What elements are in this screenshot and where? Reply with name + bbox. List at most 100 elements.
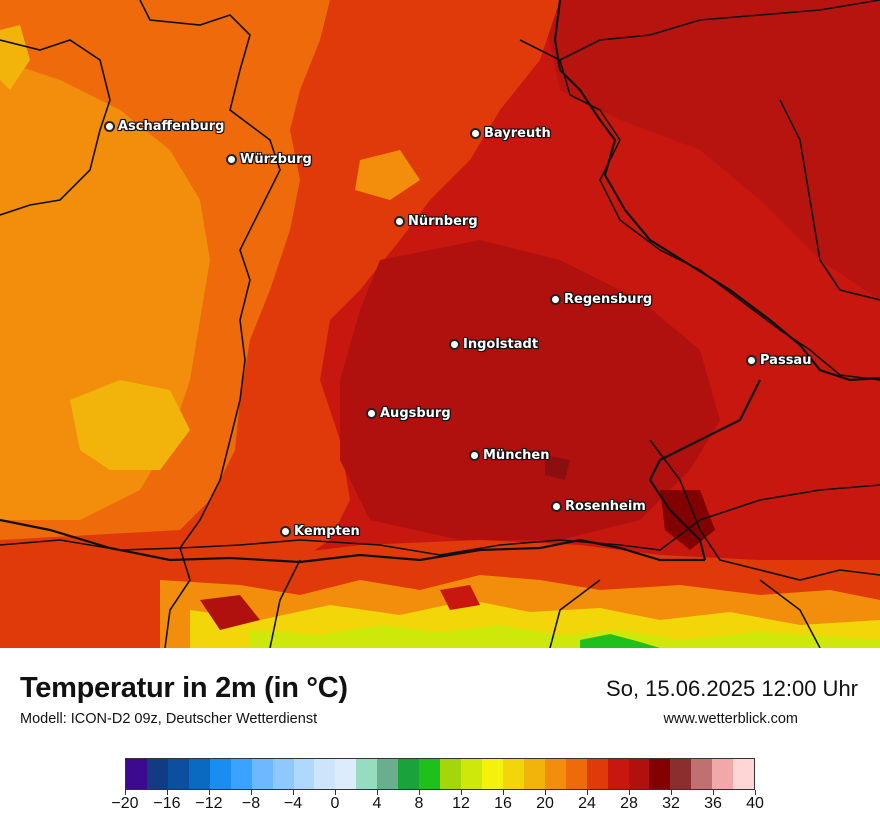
city-label: München bbox=[483, 448, 550, 463]
alps-valley-hot-b bbox=[440, 585, 480, 610]
colorbar-tick-label: −20 bbox=[111, 795, 139, 812]
colorbar-segment bbox=[691, 759, 713, 789]
city-dot-icon bbox=[226, 154, 237, 165]
colorbar-tick-label: 8 bbox=[414, 795, 424, 812]
state-border-lines bbox=[0, 0, 880, 648]
colorbar-tick-mark bbox=[376, 790, 378, 795]
colorbar-tick-mark bbox=[334, 790, 336, 795]
temp-zone-30 bbox=[340, 240, 720, 540]
colorbar-tick-label: −12 bbox=[195, 795, 223, 812]
colorbar-segment bbox=[712, 759, 734, 789]
colorbar-segment bbox=[670, 759, 692, 789]
colorbar-tick-label: −16 bbox=[153, 795, 181, 812]
colorbar-tick-label: 32 bbox=[662, 795, 680, 812]
city-dot-icon bbox=[104, 121, 115, 132]
country-border-lines bbox=[0, 0, 880, 564]
temp-zone-20-a bbox=[70, 380, 190, 470]
colorbar-segment bbox=[586, 759, 608, 789]
colorbar-segment bbox=[419, 759, 441, 789]
map-footer: Temperatur in 2m (in °C) Modell: ICON-D2… bbox=[0, 648, 880, 830]
colorbar-segment bbox=[565, 759, 587, 789]
colorbar-tick-mark bbox=[292, 790, 294, 795]
colorbar-tick-mark bbox=[712, 790, 714, 795]
colorbar-segment bbox=[544, 759, 566, 789]
city-dot-icon bbox=[469, 450, 480, 461]
city-label: Kempten bbox=[294, 524, 360, 539]
colorbar-segment bbox=[335, 759, 357, 789]
colorbar-segment bbox=[188, 759, 210, 789]
website-link[interactable]: www.wetterblick.com bbox=[663, 711, 798, 727]
alps-zone-10 bbox=[580, 634, 660, 648]
colorbar-tick-mark bbox=[418, 790, 420, 795]
colorbar-segment bbox=[293, 759, 315, 789]
colorbar-segment bbox=[230, 759, 252, 789]
colorbar-tick-mark bbox=[166, 790, 168, 795]
city-label: Passau bbox=[760, 353, 812, 368]
city-marker-augsburg: Augsburg bbox=[366, 406, 451, 421]
city-label: Bayreuth bbox=[484, 126, 551, 141]
temp-zone-32-b bbox=[545, 455, 570, 480]
colorbar-tick-label: −8 bbox=[241, 795, 261, 812]
forecast-datetime: So, 15.06.2025 12:00 Uhr bbox=[606, 676, 858, 701]
colorbar-tick-mark bbox=[754, 790, 756, 795]
city-marker-aschaffenburg: Aschaffenburg bbox=[104, 119, 224, 134]
city-dot-icon bbox=[280, 526, 291, 537]
colorbar-tick-mark bbox=[208, 790, 210, 795]
colorbar-segment bbox=[523, 759, 545, 789]
colorbar-segment bbox=[272, 759, 294, 789]
city-label: Aschaffenburg bbox=[118, 119, 225, 134]
colorbar-tick-label: 16 bbox=[494, 795, 512, 812]
city-marker-muenchen: München bbox=[469, 448, 549, 463]
colorbar-tick-mark bbox=[502, 790, 504, 795]
city-dot-icon bbox=[394, 216, 405, 227]
colorbar-tick-mark bbox=[460, 790, 462, 795]
temp-zone-32 bbox=[660, 490, 715, 550]
colorbar-tick-label: 40 bbox=[746, 795, 764, 812]
colorbar-tick-mark bbox=[124, 790, 126, 795]
city-dot-icon bbox=[366, 408, 377, 419]
city-marker-regensburg: Regensburg bbox=[550, 292, 652, 307]
city-marker-kempten: Kempten bbox=[280, 524, 360, 539]
colorbar-segment bbox=[251, 759, 273, 789]
colorbar-segment bbox=[167, 759, 189, 789]
temperature-colorbar bbox=[125, 758, 755, 790]
colorbar-tick-label: 0 bbox=[330, 795, 340, 812]
colorbar-segment bbox=[607, 759, 629, 789]
model-source: Modell: ICON-D2 09z, Deutscher Wetterdie… bbox=[20, 711, 318, 727]
colorbar-ticks: −20 −16 −12 −8 −4 0 4 8 12 16 20 24 28 32 36 40 bbox=[111, 790, 764, 820]
colorbar-tick-mark bbox=[544, 790, 546, 795]
colorbar-segment bbox=[440, 759, 461, 789]
city-dot-icon bbox=[551, 501, 562, 512]
alps-zone-14 bbox=[250, 625, 880, 648]
temp-zone-northeast bbox=[540, 0, 880, 300]
colorbar-segment bbox=[356, 759, 378, 789]
colorbar-tick-mark bbox=[586, 790, 588, 795]
colorbar-segment bbox=[733, 759, 755, 789]
city-marker-ingolstadt: Ingolstadt bbox=[449, 337, 538, 352]
city-marker-wuerzburg: Würzburg bbox=[226, 152, 312, 167]
colorbar-tick-label: 12 bbox=[452, 795, 470, 812]
colorbar-segment bbox=[398, 759, 420, 789]
colorbar-segment bbox=[649, 759, 671, 789]
colorbar-segment bbox=[502, 759, 524, 789]
colorbar-segment bbox=[628, 759, 650, 789]
city-label: Rosenheim bbox=[565, 499, 646, 514]
temp-zone-22-b bbox=[355, 150, 420, 200]
city-dot-icon bbox=[746, 355, 757, 366]
colorbar-tick-label: 28 bbox=[620, 795, 638, 812]
colorbar-segment bbox=[377, 759, 399, 789]
map-title: Temperatur in 2m (in °C) bbox=[20, 672, 348, 704]
colorbar-segment bbox=[314, 759, 336, 789]
colorbar-segment bbox=[209, 759, 231, 789]
city-marker-nuernberg: Nürnberg bbox=[394, 214, 478, 229]
city-dot-icon bbox=[470, 128, 481, 139]
city-label: Würzburg bbox=[240, 152, 312, 167]
city-label: Regensburg bbox=[564, 292, 653, 307]
temperature-map: Aschaffenburg Würzburg Bayreuth Nürnberg… bbox=[0, 0, 880, 648]
colorbar-tick-label: 36 bbox=[704, 795, 722, 812]
colorbar-tick-label: 24 bbox=[578, 795, 596, 812]
city-label: Nürnberg bbox=[408, 214, 478, 229]
colorbar-tick-label: 20 bbox=[536, 795, 554, 812]
city-dot-icon bbox=[550, 294, 561, 305]
alps-valley-hot bbox=[200, 595, 260, 630]
